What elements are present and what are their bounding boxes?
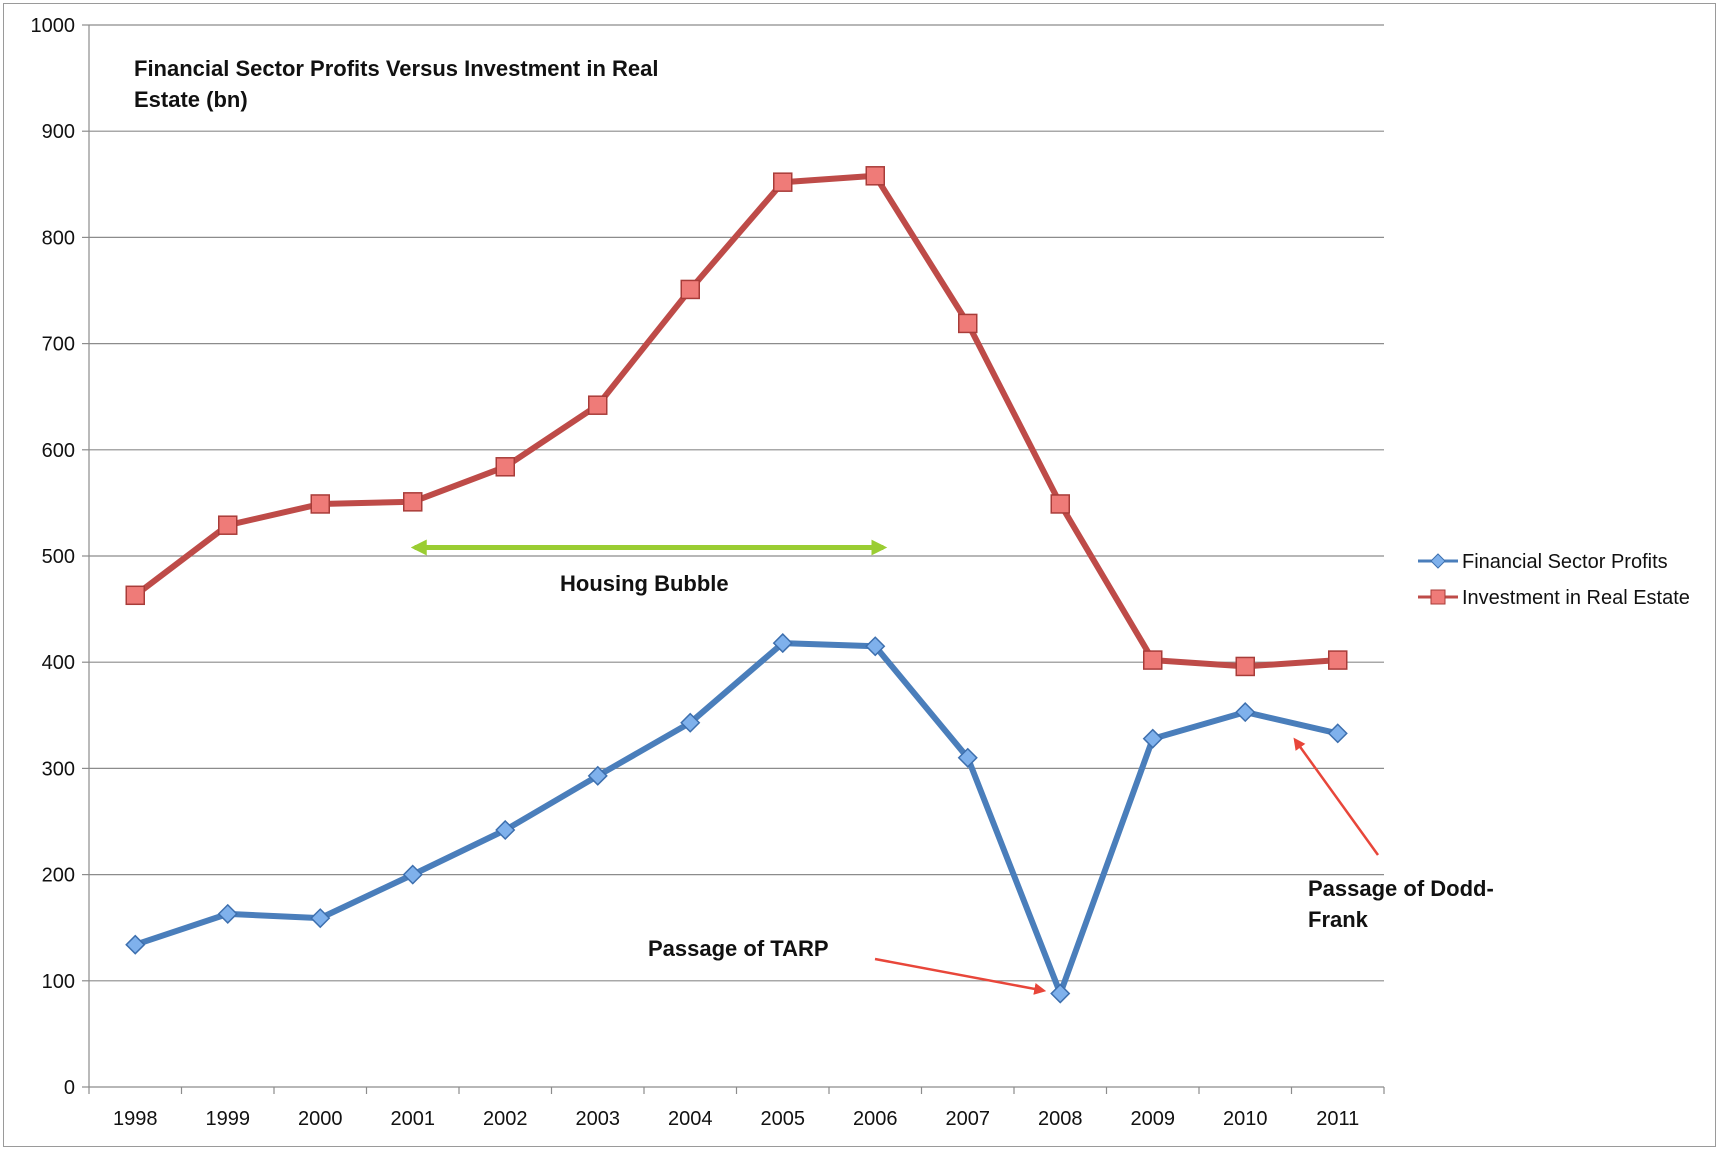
x-tick-label-2005: 2005 <box>761 1108 806 1130</box>
data-point-1-2010 <box>1235 656 1255 677</box>
data-point-1-2000 <box>310 494 330 514</box>
data-point-1-2007 <box>958 313 978 334</box>
data-point-0-2001 <box>402 864 423 885</box>
x-tick-label-2010: 2010 <box>1223 1108 1268 1130</box>
data-point-0-2000 <box>310 908 331 929</box>
legend-marker-square-icon <box>1430 589 1446 605</box>
y-tick-label-200: 200 <box>42 865 75 887</box>
chart-title-line-2: Estate (bn) <box>134 87 248 112</box>
tarp-arrow <box>874 957 1047 995</box>
y-tick-label-600: 600 <box>42 440 75 462</box>
x-tick-label-2006: 2006 <box>853 1108 898 1130</box>
y-tick-label-900: 900 <box>42 121 75 143</box>
y-tick-label-0: 0 <box>64 1077 75 1099</box>
data-point-1-2011 <box>1328 650 1348 670</box>
data-point-0-2007 <box>957 747 978 768</box>
x-tick-label-2000: 2000 <box>298 1108 343 1130</box>
data-point-1-2003 <box>588 395 608 415</box>
y-tick-label-400: 400 <box>42 652 75 674</box>
annotations: Housing Bubble Passage of TARP Passage o… <box>410 539 1494 995</box>
data-point-1-2006 <box>865 166 885 186</box>
tarp-label: Passage of TARP <box>648 936 829 961</box>
data-point-0-1998 <box>125 934 146 955</box>
legend-item-financial-sector-profits: Financial Sector Profits <box>1418 551 1668 573</box>
chart-title: Financial Sector Profits Versus Investme… <box>134 56 659 112</box>
gridlines <box>89 24 1384 982</box>
data-point-0-2008 <box>1050 983 1071 1004</box>
data-point-1-2009 <box>1143 650 1163 670</box>
series-line-0 <box>132 640 1341 997</box>
series-financial-sector-profits <box>125 633 1348 1004</box>
y-axis-tick-labels: 0 100 200 300 400 500 600 700 800 900 1000 <box>31 15 76 1099</box>
x-tick-label-2004: 2004 <box>668 1108 713 1130</box>
x-tick-label-2007: 2007 <box>946 1108 991 1130</box>
legend-label-financial-sector-profits: Financial Sector Profits <box>1462 551 1668 573</box>
x-tick-label-2001: 2001 <box>391 1108 436 1130</box>
data-point-1-1999 <box>218 515 238 535</box>
legend: Financial Sector Profits Investment in R… <box>1418 551 1690 609</box>
data-point-1-2005 <box>773 172 793 192</box>
data-point-0-2011 <box>1327 723 1348 744</box>
data-point-0-1999 <box>217 903 238 924</box>
data-point-0-2010 <box>1235 702 1256 723</box>
legend-marker-diamond-icon <box>1430 553 1446 569</box>
data-point-0-2003 <box>587 765 608 786</box>
legend-label-investment-in-real-estate: Investment in Real Estate <box>1462 587 1690 609</box>
housing-bubble-label: Housing Bubble <box>560 571 729 596</box>
x-tick-label-2009: 2009 <box>1131 1108 1176 1130</box>
chart-frame <box>3 3 1716 1147</box>
x-axis-tick-labels: 1998 1999 2000 2001 2002 2003 2004 2005 2006 2007… <box>113 1108 1359 1130</box>
data-point-0-2005 <box>772 633 793 654</box>
x-tick-label-1998: 1998 <box>113 1108 158 1130</box>
x-tick-label-1999: 1999 <box>206 1108 251 1130</box>
x-tick-label-2008: 2008 <box>1038 1108 1083 1130</box>
data-point-1-2008 <box>1050 494 1070 514</box>
series-investment-in-real-estate <box>125 166 1348 677</box>
data-point-1-1998 <box>125 585 145 606</box>
data-point-1-2004 <box>680 279 700 300</box>
x-tick-label-2003: 2003 <box>576 1108 621 1130</box>
data-point-0-2004 <box>680 712 701 733</box>
dodd-frank-arrow <box>1293 737 1380 856</box>
legend-item-investment-in-real-estate: Investment in Real Estate <box>1418 587 1690 609</box>
data-series <box>125 166 1348 1004</box>
x-tick-label-2002: 2002 <box>483 1108 528 1130</box>
data-point-1-2002 <box>495 457 515 477</box>
y-tick-label-100: 100 <box>42 971 75 993</box>
dodd-frank-label-line-2: Frank <box>1308 907 1369 932</box>
data-point-0-2009 <box>1142 728 1163 749</box>
series-line-1 <box>132 172 1341 670</box>
y-tick-label-300: 300 <box>42 758 75 780</box>
y-tick-label-800: 800 <box>42 227 75 249</box>
data-point-1-2001 <box>403 492 423 512</box>
data-point-0-2002 <box>495 819 516 841</box>
y-tick-label-700: 700 <box>42 334 75 356</box>
y-tick-label-500: 500 <box>42 546 75 568</box>
axes <box>82 24 1385 1094</box>
y-tick-label-1000: 1000 <box>31 15 76 37</box>
dodd-frank-label-line-1: Passage of Dodd- <box>1308 876 1494 901</box>
x-tick-label-2011: 2011 <box>1316 1108 1359 1130</box>
chart-title-line-1: Financial Sector Profits Versus Investme… <box>134 56 659 81</box>
data-point-0-2006 <box>865 636 886 657</box>
